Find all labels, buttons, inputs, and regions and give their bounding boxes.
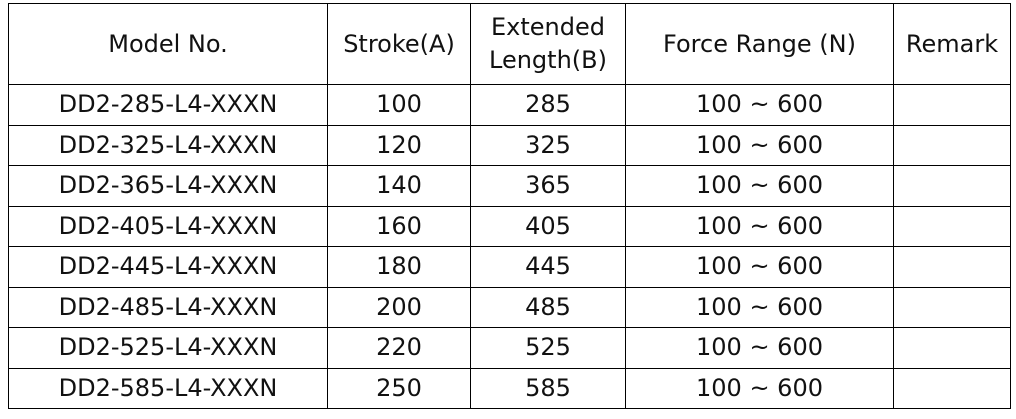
table-cell: 405 (470, 205, 626, 247)
table-cell: 100 (327, 84, 471, 126)
table-cell: DD2-445-L4-XXXN (8, 246, 328, 288)
table-row: DD2-525-L4-XXXN 220 525 100 ~ 600 (8, 327, 1011, 369)
table-cell: DD2-365-L4-XXXN (8, 165, 328, 207)
table-cell: DD2-485-L4-XXXN (8, 286, 328, 328)
table-cell: 120 (327, 124, 471, 166)
table-cell: 285 (470, 84, 626, 126)
empty-cell (893, 124, 1011, 166)
empty-cell (893, 165, 1011, 207)
table-cell: DD2-325-L4-XXXN (8, 124, 328, 166)
table-cell: 160 (327, 205, 471, 247)
table-row: DD2-325-L4-XXXN 120 325 100 ~ 600 (8, 124, 1011, 166)
table-row: DD2-405-L4-XXXN 160 405 100 ~ 600 (8, 205, 1011, 247)
table-cell: 445 (470, 246, 626, 288)
table-cell: 180 (327, 246, 471, 288)
header-cell: Remark (893, 3, 1011, 85)
table-row: DD2-445-L4-XXXN 180 445 100 ~ 600 (8, 246, 1011, 288)
table-cell: DD2-285-L4-XXXN (8, 84, 328, 126)
table-row: DD2-365-L4-XXXN 140 365 100 ~ 600 (8, 165, 1011, 207)
spec-table: Model No. Stroke(A) Extended Length(B) Forc… (8, 3, 1011, 409)
table-cell: 220 (327, 327, 471, 369)
table-cell: 100 ~ 600 (625, 327, 894, 369)
empty-cell (893, 84, 1011, 126)
table-cell: 140 (327, 165, 471, 207)
table-cell: 100 ~ 600 (625, 84, 894, 126)
table-cell: 100 ~ 600 (625, 165, 894, 207)
table-cell: 200 (327, 286, 471, 328)
table-cell: 325 (470, 124, 626, 166)
header-cell: Extended Length(B) (470, 3, 626, 85)
table-cell: 100 ~ 600 (625, 124, 894, 166)
table-cell: 365 (470, 165, 626, 207)
table-row: DD2-585-L4-XXXN 250 585 100 ~ 600 (8, 367, 1011, 409)
table-cell: 100 ~ 600 (625, 205, 894, 247)
empty-cell (893, 367, 1011, 409)
table-cell: DD2-405-L4-XXXN (8, 205, 328, 247)
table-header: Model No. Stroke(A) Extended Length(B) Forc… (8, 3, 1011, 85)
table-cell: 100 ~ 600 (625, 246, 894, 288)
table-cell: 525 (470, 327, 626, 369)
header-cell: Model No. (8, 3, 328, 85)
header-cell: Stroke(A) (327, 3, 471, 85)
empty-cell (893, 286, 1011, 328)
empty-cell (893, 205, 1011, 247)
table-cell: 100 ~ 600 (625, 367, 894, 409)
empty-cell (893, 246, 1011, 288)
table-body: DD2-285-L4-XXXN 100 285 100 ~ 600 DD2-325-L4… (8, 84, 1011, 409)
table-cell: 585 (470, 367, 626, 409)
table-cell: DD2-525-L4-XXXN (8, 327, 328, 369)
table-cell: 100 ~ 600 (625, 286, 894, 328)
empty-cell (893, 327, 1011, 369)
table-cell: 250 (327, 367, 471, 409)
table-row: DD2-485-L4-XXXN 200 485 100 ~ 600 (8, 286, 1011, 328)
header-cell: Force Range (N) (625, 3, 894, 85)
table-row: DD2-285-L4-XXXN 100 285 100 ~ 600 (8, 84, 1011, 126)
table-cell: 485 (470, 286, 626, 328)
header-row: Model No. Stroke(A) Extended Length(B) Forc… (8, 3, 1011, 85)
table-cell: DD2-585-L4-XXXN (8, 367, 328, 409)
